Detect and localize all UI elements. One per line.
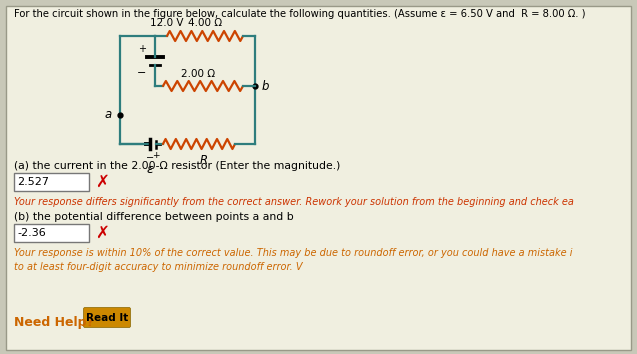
Text: b: b: [262, 80, 269, 92]
Text: ε: ε: [147, 163, 154, 176]
Text: Your response is within 10% of the correct value. This may be due to roundoff er: Your response is within 10% of the corre…: [14, 248, 573, 258]
Text: For the circuit shown in the figure below, calculate the following quantities. (: For the circuit shown in the figure belo…: [14, 9, 585, 19]
Text: 12.0 V: 12.0 V: [150, 18, 183, 28]
Bar: [14, 224, 89, 242]
Text: (b) the potential difference between points a and b: (b) the potential difference between poi…: [14, 212, 294, 222]
Text: +: +: [138, 44, 146, 54]
Text: Need Help?: Need Help?: [14, 316, 94, 329]
Bar: [14, 173, 89, 191]
Text: ✗: ✗: [95, 224, 109, 242]
Text: −: −: [138, 68, 147, 78]
Text: −: −: [146, 153, 154, 163]
FancyBboxPatch shape: [6, 6, 631, 350]
Text: Read It: Read It: [86, 313, 128, 323]
Text: R: R: [200, 154, 208, 167]
Text: -2.36: -2.36: [17, 228, 46, 238]
Text: (a) the current in the 2.00-Ω resistor (Enter the magnitude.): (a) the current in the 2.00-Ω resistor (…: [14, 161, 340, 171]
Text: a: a: [104, 108, 112, 121]
Text: to at least four-digit accuracy to minimize roundoff error. V: to at least four-digit accuracy to minim…: [14, 262, 303, 272]
Text: 2.527: 2.527: [17, 177, 49, 187]
Text: +: +: [152, 152, 160, 160]
Text: ✗: ✗: [95, 173, 109, 191]
Text: 4.00 Ω: 4.00 Ω: [188, 18, 222, 28]
FancyBboxPatch shape: [83, 308, 131, 327]
Text: Your response differs significantly from the correct answer. Rework your solutio: Your response differs significantly from…: [14, 197, 574, 207]
Text: 2.00 Ω: 2.00 Ω: [181, 69, 215, 79]
